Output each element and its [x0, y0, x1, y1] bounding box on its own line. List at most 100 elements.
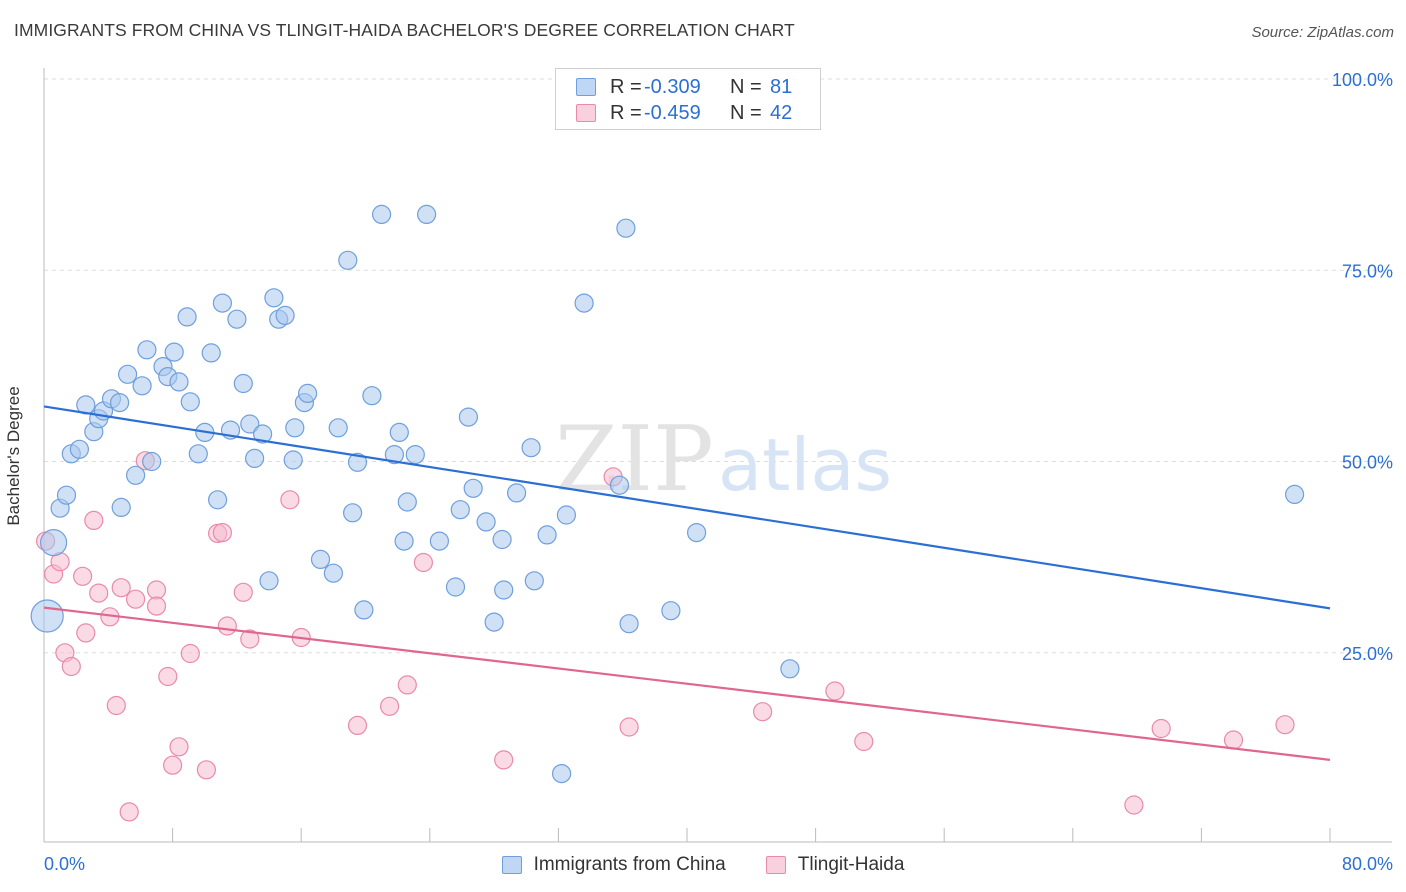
legend-label-china: Immigrants from China: [533, 854, 726, 875]
china-point: [69, 439, 90, 459]
china-point: [476, 512, 496, 532]
china-point: [201, 343, 221, 363]
x-tick-label: 80.0%: [1342, 854, 1393, 874]
tlingit-point: [280, 490, 300, 510]
china-point: [372, 204, 392, 224]
x-tick-labels: 0.0% 80.0%: [44, 854, 1393, 874]
china-point: [169, 372, 189, 392]
china-point: [1284, 484, 1305, 504]
y-tick-label: 50.0%: [1342, 453, 1393, 473]
tlingit-point: [212, 522, 232, 543]
china-point: [338, 250, 358, 270]
tlingit-point: [1151, 718, 1171, 739]
china-point: [389, 422, 409, 442]
legend-stats: R = -0.309 N = 81 R = -0.459 N = 42: [555, 68, 821, 130]
legend-row-tlingit: R = -0.459 N = 42: [576, 100, 792, 126]
tlingit-point: [1223, 730, 1244, 750]
china-point: [56, 485, 77, 505]
china-point: [537, 525, 557, 545]
tlingit-point: [111, 578, 131, 598]
china-point: [177, 307, 197, 327]
axes: [43, 68, 1392, 843]
n-value: 81: [770, 75, 793, 98]
tlingit-point: [240, 629, 260, 649]
china-point: [323, 563, 343, 583]
china-point: [574, 293, 594, 313]
china-point: [506, 483, 527, 503]
china-point: [686, 522, 707, 543]
china-point: [347, 452, 368, 472]
china-point: [609, 475, 630, 495]
china-point: [551, 763, 572, 784]
n-value: 42: [770, 101, 793, 124]
china-point: [343, 503, 363, 523]
tlingit-point: [1275, 715, 1295, 735]
tlingit-point: [619, 717, 639, 737]
y-tick-label: 100.0%: [1332, 70, 1393, 90]
tlingit-point: [84, 510, 104, 531]
china-point: [109, 393, 130, 413]
tlingit-point: [180, 643, 200, 664]
china-point: [384, 445, 404, 465]
tlingit-point: [146, 580, 167, 600]
tlingit-point: [61, 656, 81, 677]
china-point: [39, 528, 68, 557]
tlingit-point: [825, 681, 845, 701]
china-point: [212, 293, 232, 313]
tlingit-point: [233, 582, 253, 602]
trend-line-china: [43, 405, 1331, 610]
tlingit-point: [854, 731, 874, 752]
china-point: [275, 305, 295, 325]
china-point: [429, 531, 449, 551]
china-point: [417, 204, 437, 224]
china-point: [463, 478, 483, 498]
china-point: [264, 288, 284, 308]
china-point: [180, 392, 200, 412]
watermark-atlas: atlas: [718, 423, 892, 507]
blue-swatch: [501, 856, 522, 874]
y-tick-label: 25.0%: [1342, 644, 1393, 664]
r-value: -0.459: [644, 101, 701, 124]
legend-item-china: Immigrants from China: [501, 854, 726, 876]
pink-swatch: [765, 856, 786, 874]
n-label: N =: [730, 101, 762, 124]
tlingit-point: [126, 589, 146, 609]
tlingit-point: [119, 802, 139, 822]
tlingit-point: [397, 675, 417, 695]
china-point: [556, 505, 577, 525]
legend-series: Immigrants from China Tlingit-Haida: [0, 852, 1406, 878]
china-point: [285, 418, 305, 438]
china-point: [137, 340, 157, 360]
tlingit-point: [347, 715, 368, 736]
china-point: [310, 549, 331, 570]
tlingit-point: [413, 552, 433, 573]
trend-lines: [43, 405, 1331, 761]
china-point: [233, 373, 253, 394]
tlingit-point: [217, 616, 237, 636]
china-point: [117, 364, 138, 384]
pink-swatch: [576, 104, 596, 122]
tlingit-point: [494, 750, 514, 770]
r-label: R =: [610, 75, 642, 98]
y-tick-label: 75.0%: [1342, 261, 1393, 281]
china-point: [142, 451, 162, 472]
series-tlingit-haida: [35, 451, 1295, 822]
china-point: [208, 490, 228, 510]
china-point: [394, 531, 414, 551]
tlingit-point: [196, 760, 216, 780]
r-value: -0.309: [644, 75, 701, 98]
china-point: [445, 577, 466, 597]
china-point: [227, 309, 247, 329]
legend-row-china: R = -0.309 N = 81: [576, 74, 792, 100]
china-point: [283, 450, 303, 470]
tlingit-point: [752, 702, 773, 722]
tlingit-point: [72, 566, 93, 586]
china-point: [188, 444, 208, 464]
tlingit-point: [89, 583, 109, 603]
china-point: [30, 599, 64, 633]
china-point: [253, 424, 273, 444]
china-point: [354, 600, 374, 620]
tlingit-point: [106, 695, 126, 716]
china-point: [111, 497, 131, 517]
